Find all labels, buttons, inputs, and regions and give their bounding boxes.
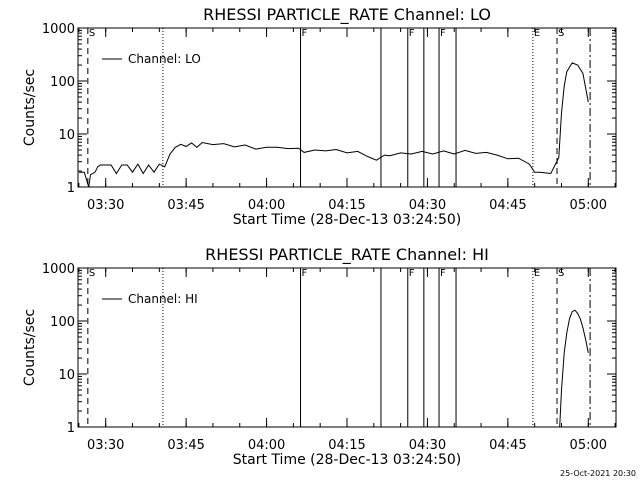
event-label: S bbox=[558, 268, 564, 279]
event-label: E bbox=[534, 268, 540, 279]
event-label: E bbox=[534, 28, 540, 39]
x-tick-label: 05:00 bbox=[570, 438, 607, 453]
event-label: F bbox=[440, 268, 446, 279]
x-tick-label: 04:00 bbox=[248, 198, 285, 213]
event-label: F bbox=[302, 28, 308, 39]
x-tick-label: 04:30 bbox=[409, 438, 446, 453]
event-label: S bbox=[89, 268, 95, 279]
y-tick-label: 1 bbox=[67, 421, 75, 436]
x-tick-label: 03:30 bbox=[87, 198, 124, 213]
event-label: S bbox=[89, 28, 95, 39]
chart-title: RHESSI PARTICLE_RATE Channel: LO bbox=[203, 5, 491, 25]
event-label: F bbox=[440, 28, 446, 39]
x-tick-label: 04:15 bbox=[328, 438, 365, 453]
y-tick-label: 1000 bbox=[42, 22, 75, 37]
y-tick-label: 10 bbox=[58, 368, 75, 383]
x-tick-label: 04:00 bbox=[248, 438, 285, 453]
y-tick-label: 10 bbox=[58, 128, 75, 143]
x-tick-label: 04:30 bbox=[409, 198, 446, 213]
event-label: F bbox=[409, 268, 415, 279]
hi-channel-panel: RHESSI PARTICLE_RATE Channel: HI S F F F E S 1 1… bbox=[22, 245, 617, 468]
series-line bbox=[559, 309, 589, 428]
legend-label: Channel: LO bbox=[128, 52, 201, 66]
event-label: F bbox=[302, 268, 308, 279]
legend-label: Channel: HI bbox=[128, 292, 198, 306]
x-axis-label: Start Time (28-Dec-13 03:24:50) bbox=[233, 212, 461, 228]
x-axis-label: Start Time (28-Dec-13 03:24:50) bbox=[233, 452, 461, 468]
x-tick-label: 03:45 bbox=[167, 438, 204, 453]
y-axis-label: Counts/sec bbox=[22, 309, 38, 386]
x-tick-label: 03:30 bbox=[87, 438, 124, 453]
y-tick-label: 1 bbox=[67, 181, 75, 196]
event-label: F bbox=[409, 28, 415, 39]
y-tick-label: 100 bbox=[50, 315, 75, 330]
y-tick-label: 100 bbox=[50, 75, 75, 90]
event-label: S bbox=[558, 28, 564, 39]
x-tick-label: 04:15 bbox=[328, 198, 365, 213]
x-tick-label: 03:45 bbox=[167, 198, 204, 213]
lo-channel-panel: RHESSI PARTICLE_RATE Channel: LO S F F F E S 1 1… bbox=[22, 5, 617, 228]
footer-timestamp: 25-Oct-2021 20:30 bbox=[560, 469, 636, 478]
y-axis-label: Counts/sec bbox=[22, 69, 38, 146]
chart-title: RHESSI PARTICLE_RATE Channel: HI bbox=[205, 245, 489, 265]
x-tick-label: 05:00 bbox=[570, 198, 607, 213]
x-tick-label: 04:45 bbox=[489, 198, 526, 213]
series-line bbox=[78, 62, 589, 188]
y-tick-label: 1000 bbox=[42, 262, 75, 277]
x-tick-label: 04:45 bbox=[489, 438, 526, 453]
